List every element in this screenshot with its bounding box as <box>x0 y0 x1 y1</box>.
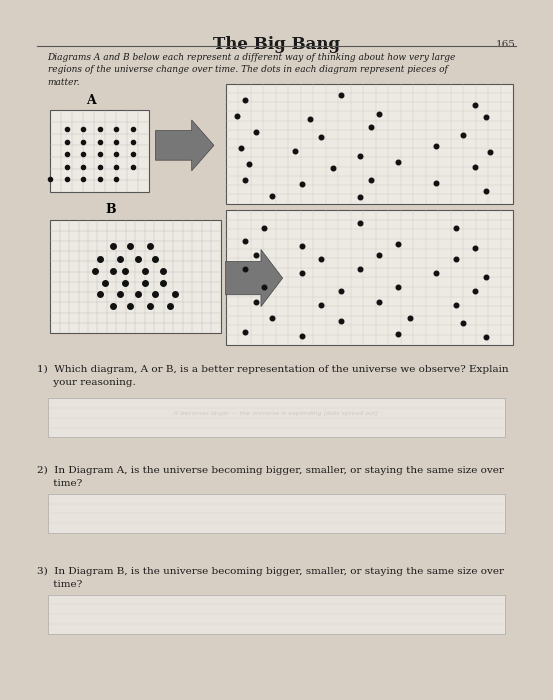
Text: 3)  In Diagram B, is the universe becoming bigger, smaller, or staying the same : 3) In Diagram B, is the universe becomin… <box>38 566 504 589</box>
Text: The Big Bang: The Big Bang <box>213 36 340 52</box>
Text: It becomes larger — the universe is expanding (dots spread out): It becomes larger — the universe is expa… <box>174 412 379 416</box>
Bar <box>48 494 505 533</box>
Text: 1)  Which diagram, A or B, is a better representation of the universe we observe: 1) Which diagram, A or B, is a better re… <box>38 365 509 387</box>
Text: Diagrams A and B below each represent a different way of thinking about how very: Diagrams A and B below each represent a … <box>48 53 456 87</box>
Text: B: B <box>106 202 117 216</box>
Text: A: A <box>86 94 96 106</box>
FancyArrow shape <box>226 249 283 307</box>
Text: 165: 165 <box>495 39 515 48</box>
Bar <box>226 210 513 344</box>
Text: 2)  In Diagram A, is the universe becoming bigger, smaller, or staying the same : 2) In Diagram A, is the universe becomin… <box>38 466 504 488</box>
FancyArrow shape <box>155 120 214 171</box>
Bar <box>50 110 149 192</box>
Bar <box>48 398 505 438</box>
Bar <box>226 84 513 204</box>
Bar <box>50 220 221 333</box>
Bar <box>48 594 505 634</box>
